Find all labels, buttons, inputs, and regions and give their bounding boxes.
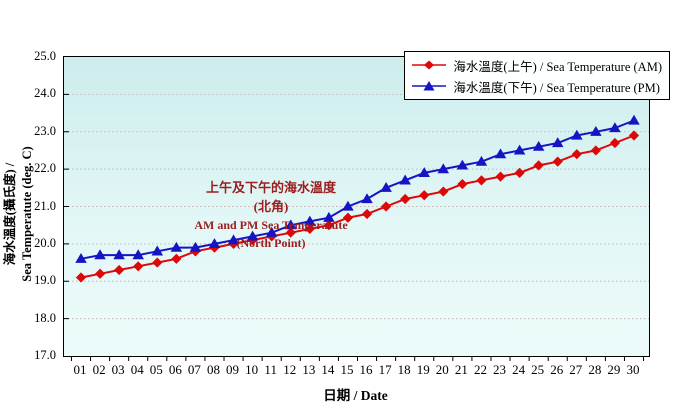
x-tick-label: 12 xyxy=(283,362,297,377)
x-tick-label: 21 xyxy=(454,362,468,377)
x-tick-label: 25 xyxy=(531,362,545,377)
y-tick-label: 18.0 xyxy=(34,310,56,325)
y-tick-label: 22.0 xyxy=(34,161,56,176)
x-tick-label: 06 xyxy=(168,362,182,377)
legend: 海水溫度(上午) / Sea Temperature (AM) 海水溫度(下午)… xyxy=(404,51,670,100)
legend-item-am: 海水溫度(上午) / Sea Temperature (AM) xyxy=(411,55,662,75)
x-tick-label: 01 xyxy=(73,362,87,377)
x-axis-title: 日期 / Date xyxy=(323,388,388,403)
x-tick-label: 16 xyxy=(359,362,373,377)
y-tick-label: 19.0 xyxy=(34,273,56,288)
x-tick-label: 15 xyxy=(340,362,354,377)
x-tick-label: 10 xyxy=(245,362,259,377)
y-tick-label: 21.0 xyxy=(34,198,56,213)
x-axis-tick-labels: 01 02 03 04 05 06 07 08 09 10 11 12 13 14 15 16 17 18 19 20… xyxy=(63,362,648,378)
x-tick-label: 22 xyxy=(473,362,487,377)
y-tick-label: 20.0 xyxy=(34,235,56,250)
x-tick-label: 02 xyxy=(92,362,106,377)
x-tick-label: 13 xyxy=(302,362,316,377)
y-tick-label: 24.0 xyxy=(34,86,56,101)
annotation-en-line1: AM and PM Sea Temperatute xyxy=(194,218,348,232)
legend-label-pm: 海水溫度(下午) / Sea Temperature (PM) xyxy=(453,80,660,95)
x-tick-label: 28 xyxy=(588,362,602,377)
x-tick-label: 14 xyxy=(321,362,335,377)
x-tick-label: 20 xyxy=(435,362,449,377)
y-tick-label: 25.0 xyxy=(34,49,56,63)
am-series-diamond-marker-icon xyxy=(412,60,447,70)
x-tick-label: 24 xyxy=(512,362,526,377)
x-tick-label: 09 xyxy=(226,362,240,377)
plot-canvas xyxy=(64,93,649,361)
x-tick-label: 30 xyxy=(626,362,640,377)
x-tick-label: 19 xyxy=(416,362,430,377)
legend-item-pm: 海水溫度(下午) / Sea Temperature (PM) xyxy=(411,76,662,96)
x-tick-label: 03 xyxy=(111,362,125,377)
legend-label-am: 海水溫度(上午) / Sea Temperature (AM) xyxy=(453,59,662,74)
annotation-zh-line1: 上午及下午的海水溫度 xyxy=(205,180,336,195)
x-tick-label: 04 xyxy=(130,362,144,377)
x-tick-label: 26 xyxy=(550,362,564,377)
x-tick-label: 23 xyxy=(493,362,507,377)
y-tick-label: 23.0 xyxy=(34,123,56,138)
x-tick-label: 07 xyxy=(187,362,201,377)
x-tick-label: 27 xyxy=(569,362,583,377)
pm-series-triangle-marker-icon xyxy=(412,81,447,91)
x-tick-label: 11 xyxy=(264,362,277,377)
y-tick-label: 17.0 xyxy=(34,348,56,362)
annotation-en-line2: (North Point) xyxy=(236,236,306,250)
plot-area: 上午及下午的海水溫度 (北角) AM and PM Sea Temperatut… xyxy=(63,56,650,361)
x-tick-label: 18 xyxy=(397,362,411,377)
x-tick-label: 05 xyxy=(149,362,163,377)
x-tick-label: 29 xyxy=(607,362,621,377)
x-tick-label: 17 xyxy=(378,362,392,377)
chart-annotation: 上午及下午的海水溫度 (北角) AM and PM Sea Temperatut… xyxy=(152,178,390,252)
annotation-zh-line2: (北角) xyxy=(253,199,289,214)
x-tick-label: 08 xyxy=(206,362,220,377)
